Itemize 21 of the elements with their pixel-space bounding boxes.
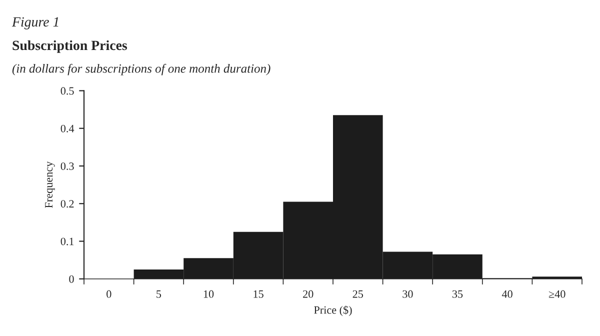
y-tick-label: 0.3	[60, 162, 74, 170]
x-tick-label: 0	[106, 290, 112, 298]
y-tick-label: 0.5	[60, 87, 74, 95]
x-tick-label: 25	[352, 290, 364, 298]
x-axis-title: Price ($)	[314, 306, 352, 316]
chart-title: Subscription Prices	[12, 40, 128, 53]
x-tick-label: 35	[452, 290, 463, 298]
y-tick-label: 0	[69, 275, 74, 283]
x-tick-label: 5	[156, 290, 162, 298]
caption: Figure 1	[12, 17, 58, 30]
x-tick-label: 10	[204, 290, 214, 298]
chart-subtitle: (in dollars for subscriptions of one month duration)	[12, 64, 270, 76]
x-tick-label: 40	[502, 290, 512, 298]
x-tick-label: 15	[254, 290, 264, 298]
x-tick-label: 30	[402, 290, 413, 298]
y-tick-label: 0.2	[60, 200, 74, 208]
y-tick-label: 0.1	[60, 238, 74, 246]
x-tick-label: 20	[303, 290, 314, 298]
y-tick-label: 0.4	[60, 124, 74, 132]
x-tick-label: ≥40	[548, 290, 566, 298]
y-axis-title: Frequency	[45, 161, 55, 208]
